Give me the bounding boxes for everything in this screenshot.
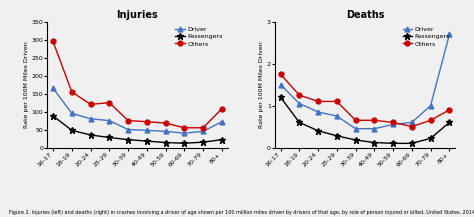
Driver <box>163 130 168 133</box>
Line: Driver: Driver <box>278 32 452 131</box>
Others <box>50 40 56 43</box>
Driver <box>201 130 206 133</box>
Passengers <box>182 142 187 145</box>
Passengers <box>334 135 340 137</box>
Others <box>88 103 93 106</box>
Passengers <box>372 141 377 144</box>
Others <box>428 119 434 122</box>
Passengers <box>50 115 56 117</box>
Others <box>201 127 206 129</box>
Passengers <box>409 142 415 145</box>
Legend: Driver, Passengers, Others: Driver, Passengers, Others <box>401 25 452 48</box>
Driver <box>372 127 377 130</box>
Driver <box>107 119 112 122</box>
Driver <box>182 132 187 135</box>
Others <box>107 101 112 104</box>
Others <box>315 100 321 103</box>
Driver <box>50 87 56 90</box>
Line: Driver: Driver <box>51 86 224 136</box>
Driver <box>409 121 415 124</box>
Line: Passengers: Passengers <box>277 94 453 146</box>
Others <box>334 100 340 103</box>
Driver <box>315 111 321 113</box>
Others <box>69 90 74 93</box>
Others <box>163 122 168 124</box>
Others <box>353 119 358 122</box>
Title: Injuries: Injuries <box>117 10 158 20</box>
Driver <box>88 117 93 120</box>
Driver <box>334 115 340 117</box>
Line: Others: Others <box>278 72 452 129</box>
Driver <box>125 128 131 131</box>
Passengers <box>390 142 396 145</box>
Text: Figure 2. Injuries (left) and deaths (right) in crashes involving a driver of ag: Figure 2. Injuries (left) and deaths (ri… <box>9 210 474 215</box>
Title: Deaths: Deaths <box>346 10 384 20</box>
Passengers <box>353 139 358 141</box>
Passengers <box>296 121 302 124</box>
Passengers <box>278 96 283 99</box>
Driver <box>353 127 358 130</box>
Passengers <box>144 140 150 142</box>
Passengers <box>125 138 131 141</box>
Driver <box>69 112 74 115</box>
Passengers <box>447 121 452 124</box>
Driver <box>296 102 302 105</box>
Y-axis label: Rate per 100M Miles Driven: Rate per 100M Miles Driven <box>24 41 29 128</box>
Passengers <box>315 130 321 132</box>
Driver <box>428 104 434 107</box>
Legend: Driver, Passengers, Others: Driver, Passengers, Others <box>173 25 224 48</box>
Others <box>182 127 187 129</box>
Others <box>125 119 131 122</box>
Others <box>144 120 150 123</box>
Line: Others: Others <box>51 39 224 130</box>
Driver <box>219 120 225 123</box>
Driver <box>447 33 452 36</box>
Driver <box>278 83 283 86</box>
Others <box>219 107 225 110</box>
Others <box>447 108 452 111</box>
Passengers <box>428 137 434 140</box>
Line: Passengers: Passengers <box>50 113 225 146</box>
Y-axis label: Rate per 100M Miles Driven: Rate per 100M Miles Driven <box>259 41 264 128</box>
Others <box>296 94 302 96</box>
Passengers <box>88 134 93 136</box>
Driver <box>390 123 396 126</box>
Passengers <box>163 141 168 144</box>
Others <box>278 73 283 76</box>
Others <box>409 125 415 128</box>
Passengers <box>69 129 74 132</box>
Passengers <box>201 141 206 143</box>
Driver <box>144 129 150 132</box>
Others <box>390 121 396 124</box>
Passengers <box>107 136 112 139</box>
Passengers <box>219 138 225 141</box>
Others <box>372 119 377 122</box>
